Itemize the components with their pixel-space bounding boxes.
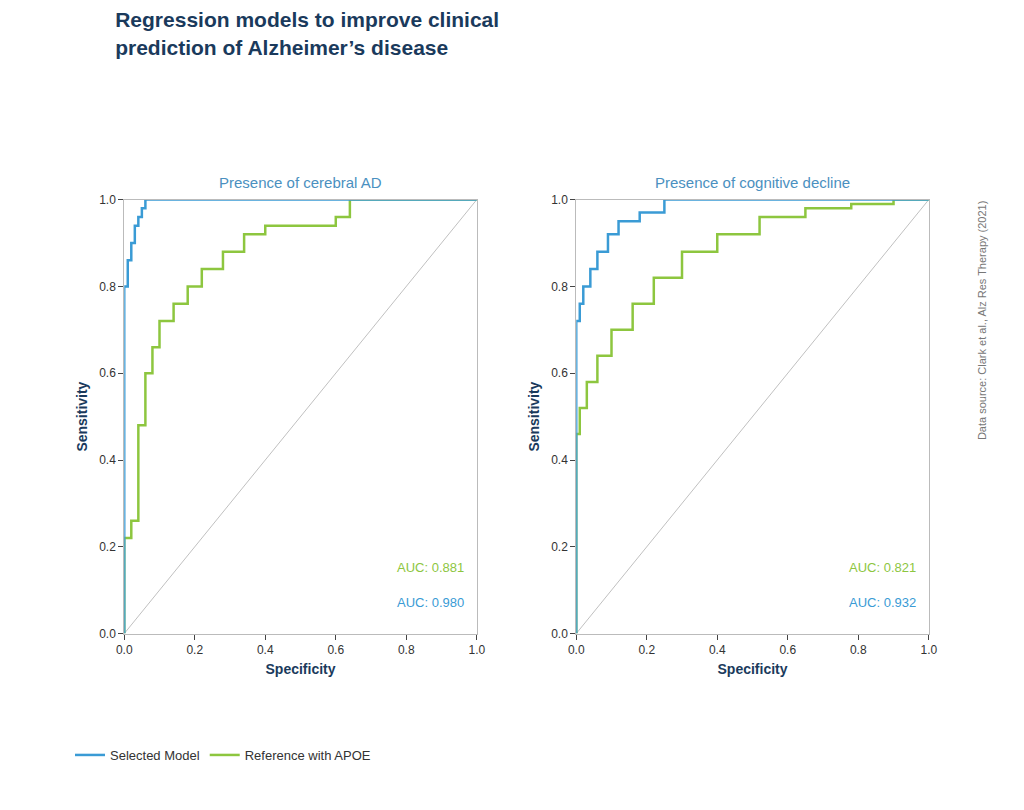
svg-text:1.0: 1.0 (468, 643, 485, 657)
svg-text:1.0: 1.0 (551, 193, 568, 207)
svg-text:0.6: 0.6 (327, 643, 344, 657)
svg-text:Regression models to improve c: Regression models to improve clinicalpre… (115, 8, 499, 58)
svg-text:0.2: 0.2 (551, 540, 568, 554)
svg-text:0.6: 0.6 (99, 366, 116, 380)
svg-text:AUC: 0.932: AUC: 0.932 (849, 595, 916, 610)
svg-text:0.0: 0.0 (116, 643, 133, 657)
svg-text:0.4: 0.4 (709, 643, 726, 657)
svg-text:0.4: 0.4 (551, 453, 568, 467)
svg-text:0.4: 0.4 (257, 643, 274, 657)
svg-text:Presence of cognitive decline: Presence of cognitive decline (655, 174, 850, 191)
svg-text:Reference with APOE: Reference with APOE (245, 748, 371, 763)
svg-text:0.0: 0.0 (568, 643, 585, 657)
svg-text:Sensitivity: Sensitivity (526, 381, 542, 451)
svg-text:0.6: 0.6 (779, 643, 796, 657)
svg-text:1.0: 1.0 (920, 643, 937, 657)
svg-text:AUC: 0.980: AUC: 0.980 (397, 595, 464, 610)
svg-text:0.0: 0.0 (551, 627, 568, 641)
svg-text:0.2: 0.2 (638, 643, 655, 657)
svg-text:Selected Model: Selected Model (110, 748, 200, 763)
svg-text:0.6: 0.6 (551, 366, 568, 380)
svg-text:0.8: 0.8 (99, 280, 116, 294)
svg-text:AUC: 0.821: AUC: 0.821 (849, 560, 916, 575)
svg-text:0.2: 0.2 (186, 643, 203, 657)
svg-text:Sensitivity: Sensitivity (74, 381, 90, 451)
svg-text:Data source: Clark et al., Alz: Data source: Clark et al., Alz Res Thera… (976, 201, 988, 440)
svg-text:0.8: 0.8 (850, 643, 867, 657)
svg-text:0.0: 0.0 (99, 627, 116, 641)
svg-text:Presence of cerebral AD: Presence of cerebral AD (219, 174, 382, 191)
svg-text:0.8: 0.8 (398, 643, 415, 657)
svg-text:1.0: 1.0 (99, 193, 116, 207)
svg-text:Specificity: Specificity (718, 661, 788, 677)
svg-text:0.2: 0.2 (99, 540, 116, 554)
svg-text:AUC: 0.881: AUC: 0.881 (397, 560, 464, 575)
svg-text:0.4: 0.4 (99, 453, 116, 467)
svg-text:0.8: 0.8 (551, 280, 568, 294)
svg-text:Specificity: Specificity (266, 661, 336, 677)
